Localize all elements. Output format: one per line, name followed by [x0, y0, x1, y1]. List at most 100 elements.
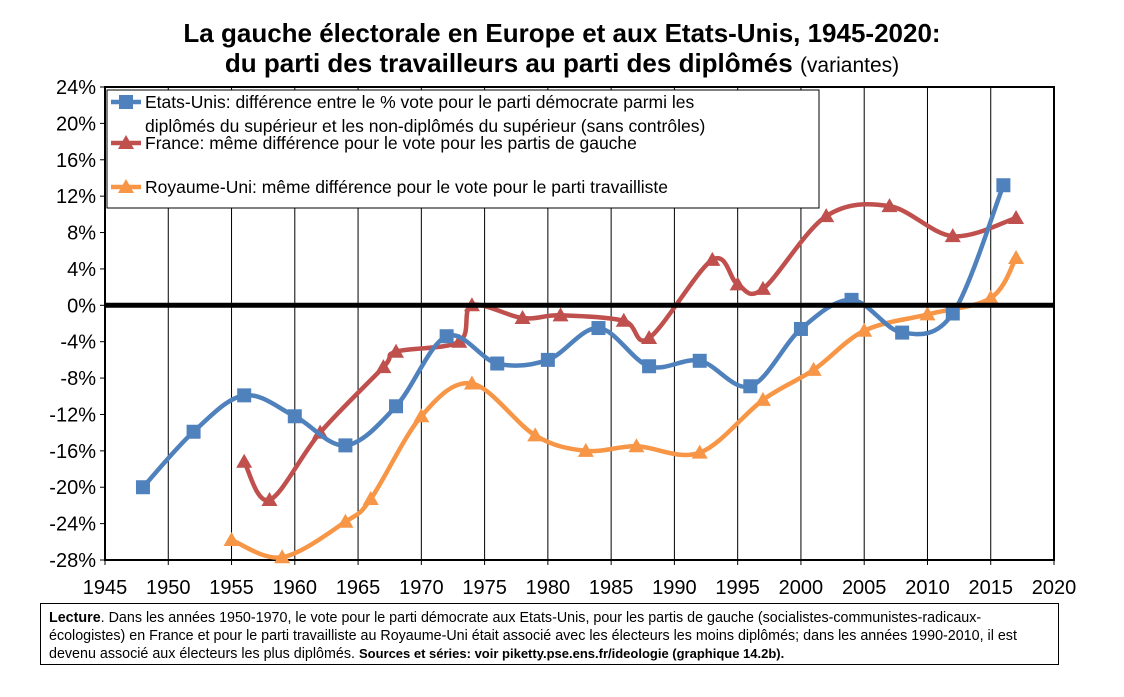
- note-sources-label: Sources et séries: [358, 646, 467, 661]
- data-point-s2-1992: [691, 444, 708, 459]
- legend-label-1: France: même différence pour le vote pou…: [145, 133, 637, 153]
- x-tick-label: 1975: [462, 577, 507, 599]
- series-line-0: [140, 182, 1006, 490]
- x-tick-label: 1970: [399, 577, 444, 599]
- data-point-s1-1988: [641, 330, 658, 345]
- data-point-s1-1993: [704, 251, 721, 266]
- data-point-s0-1956: [237, 388, 252, 403]
- data-point-s2-1987: [628, 438, 645, 453]
- note-lead: Lecture: [49, 610, 101, 626]
- data-point-s1-1981: [552, 307, 569, 322]
- data-point-s0-2008: [895, 325, 910, 340]
- y-tick-label: 8%: [67, 223, 96, 245]
- y-tick-label: 12%: [56, 186, 96, 208]
- y-tick-label: 24%: [56, 77, 96, 99]
- data-point-s2-2017: [1008, 250, 1025, 265]
- chart-subtitle-note: (variantes): [799, 54, 900, 77]
- data-point-s0-1988: [642, 359, 657, 374]
- y-tick-label: 20%: [56, 113, 96, 135]
- reading-note: Lecture. Dans les années 1950-1970, le v…: [40, 603, 1059, 665]
- series-line-2: [229, 255, 1019, 560]
- y-tick-label: 0%: [67, 295, 96, 317]
- data-point-s1-1958: [261, 491, 278, 506]
- note-sources-text: : voir piketty.pse.ens.fr/ideologie (gra…: [466, 646, 785, 661]
- series-line-1: [241, 201, 1019, 503]
- x-tick-label: 2005: [842, 577, 887, 599]
- data-point-s0-2016: [996, 178, 1011, 193]
- data-point-s2-2005: [856, 322, 873, 337]
- chart-subtitle: du parti des travailleurs au parti des d…: [224, 48, 793, 78]
- data-point-s0-1964: [338, 438, 353, 453]
- data-point-s2-1979: [527, 427, 544, 442]
- data-point-s1-1978: [514, 310, 531, 325]
- x-tick-label: 1990: [652, 577, 697, 599]
- legend-label-0: Etats-Unis: différence entre le % vote p…: [145, 92, 694, 112]
- data-point-s1-1973: [451, 333, 468, 348]
- y-tick-label: -4%: [60, 332, 96, 354]
- data-point-s0-1952: [186, 424, 201, 439]
- legend-marker-1: [118, 135, 134, 149]
- data-point-s1-1956: [236, 453, 253, 468]
- data-point-s1-1997: [754, 280, 771, 295]
- x-tick-label: 1955: [209, 577, 254, 599]
- x-tick-label: 1995: [715, 577, 760, 599]
- legend-marker-0: [119, 95, 133, 109]
- data-point-s0-1996: [743, 379, 758, 394]
- data-point-s2-2001: [805, 361, 822, 376]
- data-point-s2-1970: [413, 408, 430, 423]
- x-tick-label: 1960: [273, 577, 318, 599]
- legend-label-2: Royaume-Uni: même différence pour le vot…: [145, 177, 668, 197]
- data-point-s2-1983: [577, 442, 594, 457]
- x-tick-label: 1945: [83, 577, 128, 599]
- data-point-s1-2012: [944, 228, 961, 243]
- x-tick-label: 1985: [589, 577, 634, 599]
- y-tick-label: 4%: [67, 259, 96, 281]
- data-point-s0-1992: [692, 353, 707, 368]
- legend-box: [106, 89, 820, 209]
- chart-canvas: -28% -24% -20% -16% -12% -8% -4% 0% 4% 8% 12% 16% 20…: [49, 77, 1077, 599]
- data-point-s0-2012: [945, 306, 960, 321]
- y-tick-label: -24%: [49, 514, 96, 536]
- y-tick-label: -20%: [49, 477, 96, 499]
- y-tick-label: -28%: [49, 550, 96, 572]
- data-point-s0-1976: [490, 356, 505, 371]
- chart-title: La gauche électorale en Europe et aux Et…: [183, 18, 941, 48]
- data-point-s2-1955: [223, 531, 240, 546]
- data-point-s2-2010: [919, 306, 936, 321]
- data-point-s0-1948: [135, 480, 150, 495]
- data-point-s1-2017: [1008, 209, 1025, 224]
- data-point-s0-1984: [591, 321, 606, 336]
- x-tick-label: 2010: [905, 577, 950, 599]
- data-point-s1-1995: [729, 276, 746, 291]
- data-point-s2-1974: [463, 375, 480, 390]
- data-point-s2-1966: [362, 491, 379, 506]
- y-tick-label: -8%: [60, 368, 96, 390]
- y-tick-label: 16%: [56, 150, 96, 172]
- chart-title-block: La gauche électorale en Europe et aux Et…: [0, 18, 1124, 81]
- x-tick-label: 1950: [146, 577, 191, 599]
- data-point-s0-1972: [439, 329, 454, 344]
- legend-marker-2: [118, 179, 134, 193]
- y-tick-label: -12%: [49, 404, 96, 426]
- data-point-s1-1986: [615, 312, 632, 327]
- data-point-s1-1967: [375, 359, 392, 374]
- data-point-s0-1960: [287, 409, 302, 424]
- data-point-s2-2015: [982, 290, 999, 305]
- data-point-s1-2002: [818, 208, 835, 223]
- data-point-s2-1997: [754, 391, 771, 406]
- x-tick-label: 1965: [336, 577, 381, 599]
- x-tick-label: 2015: [968, 577, 1013, 599]
- data-point-s0-1980: [540, 352, 555, 367]
- data-point-s0-2000: [793, 321, 808, 336]
- y-tick-label: -16%: [49, 441, 96, 463]
- data-point-s1-2007: [881, 198, 898, 213]
- note-text: . Dans les années 1950-1970, le vote pou…: [49, 610, 1017, 662]
- data-point-s0-1968: [389, 399, 404, 414]
- x-tick-label: 1980: [526, 577, 571, 599]
- data-point-s1-1968: [388, 343, 405, 358]
- data-point-s2-1959: [274, 549, 291, 564]
- x-tick-label: 2000: [779, 577, 824, 599]
- legend-label-0: diplômés du supérieur et les non-diplômé…: [145, 116, 705, 136]
- x-tick-label: 2020: [1032, 577, 1077, 599]
- data-point-s2-1964: [337, 513, 354, 528]
